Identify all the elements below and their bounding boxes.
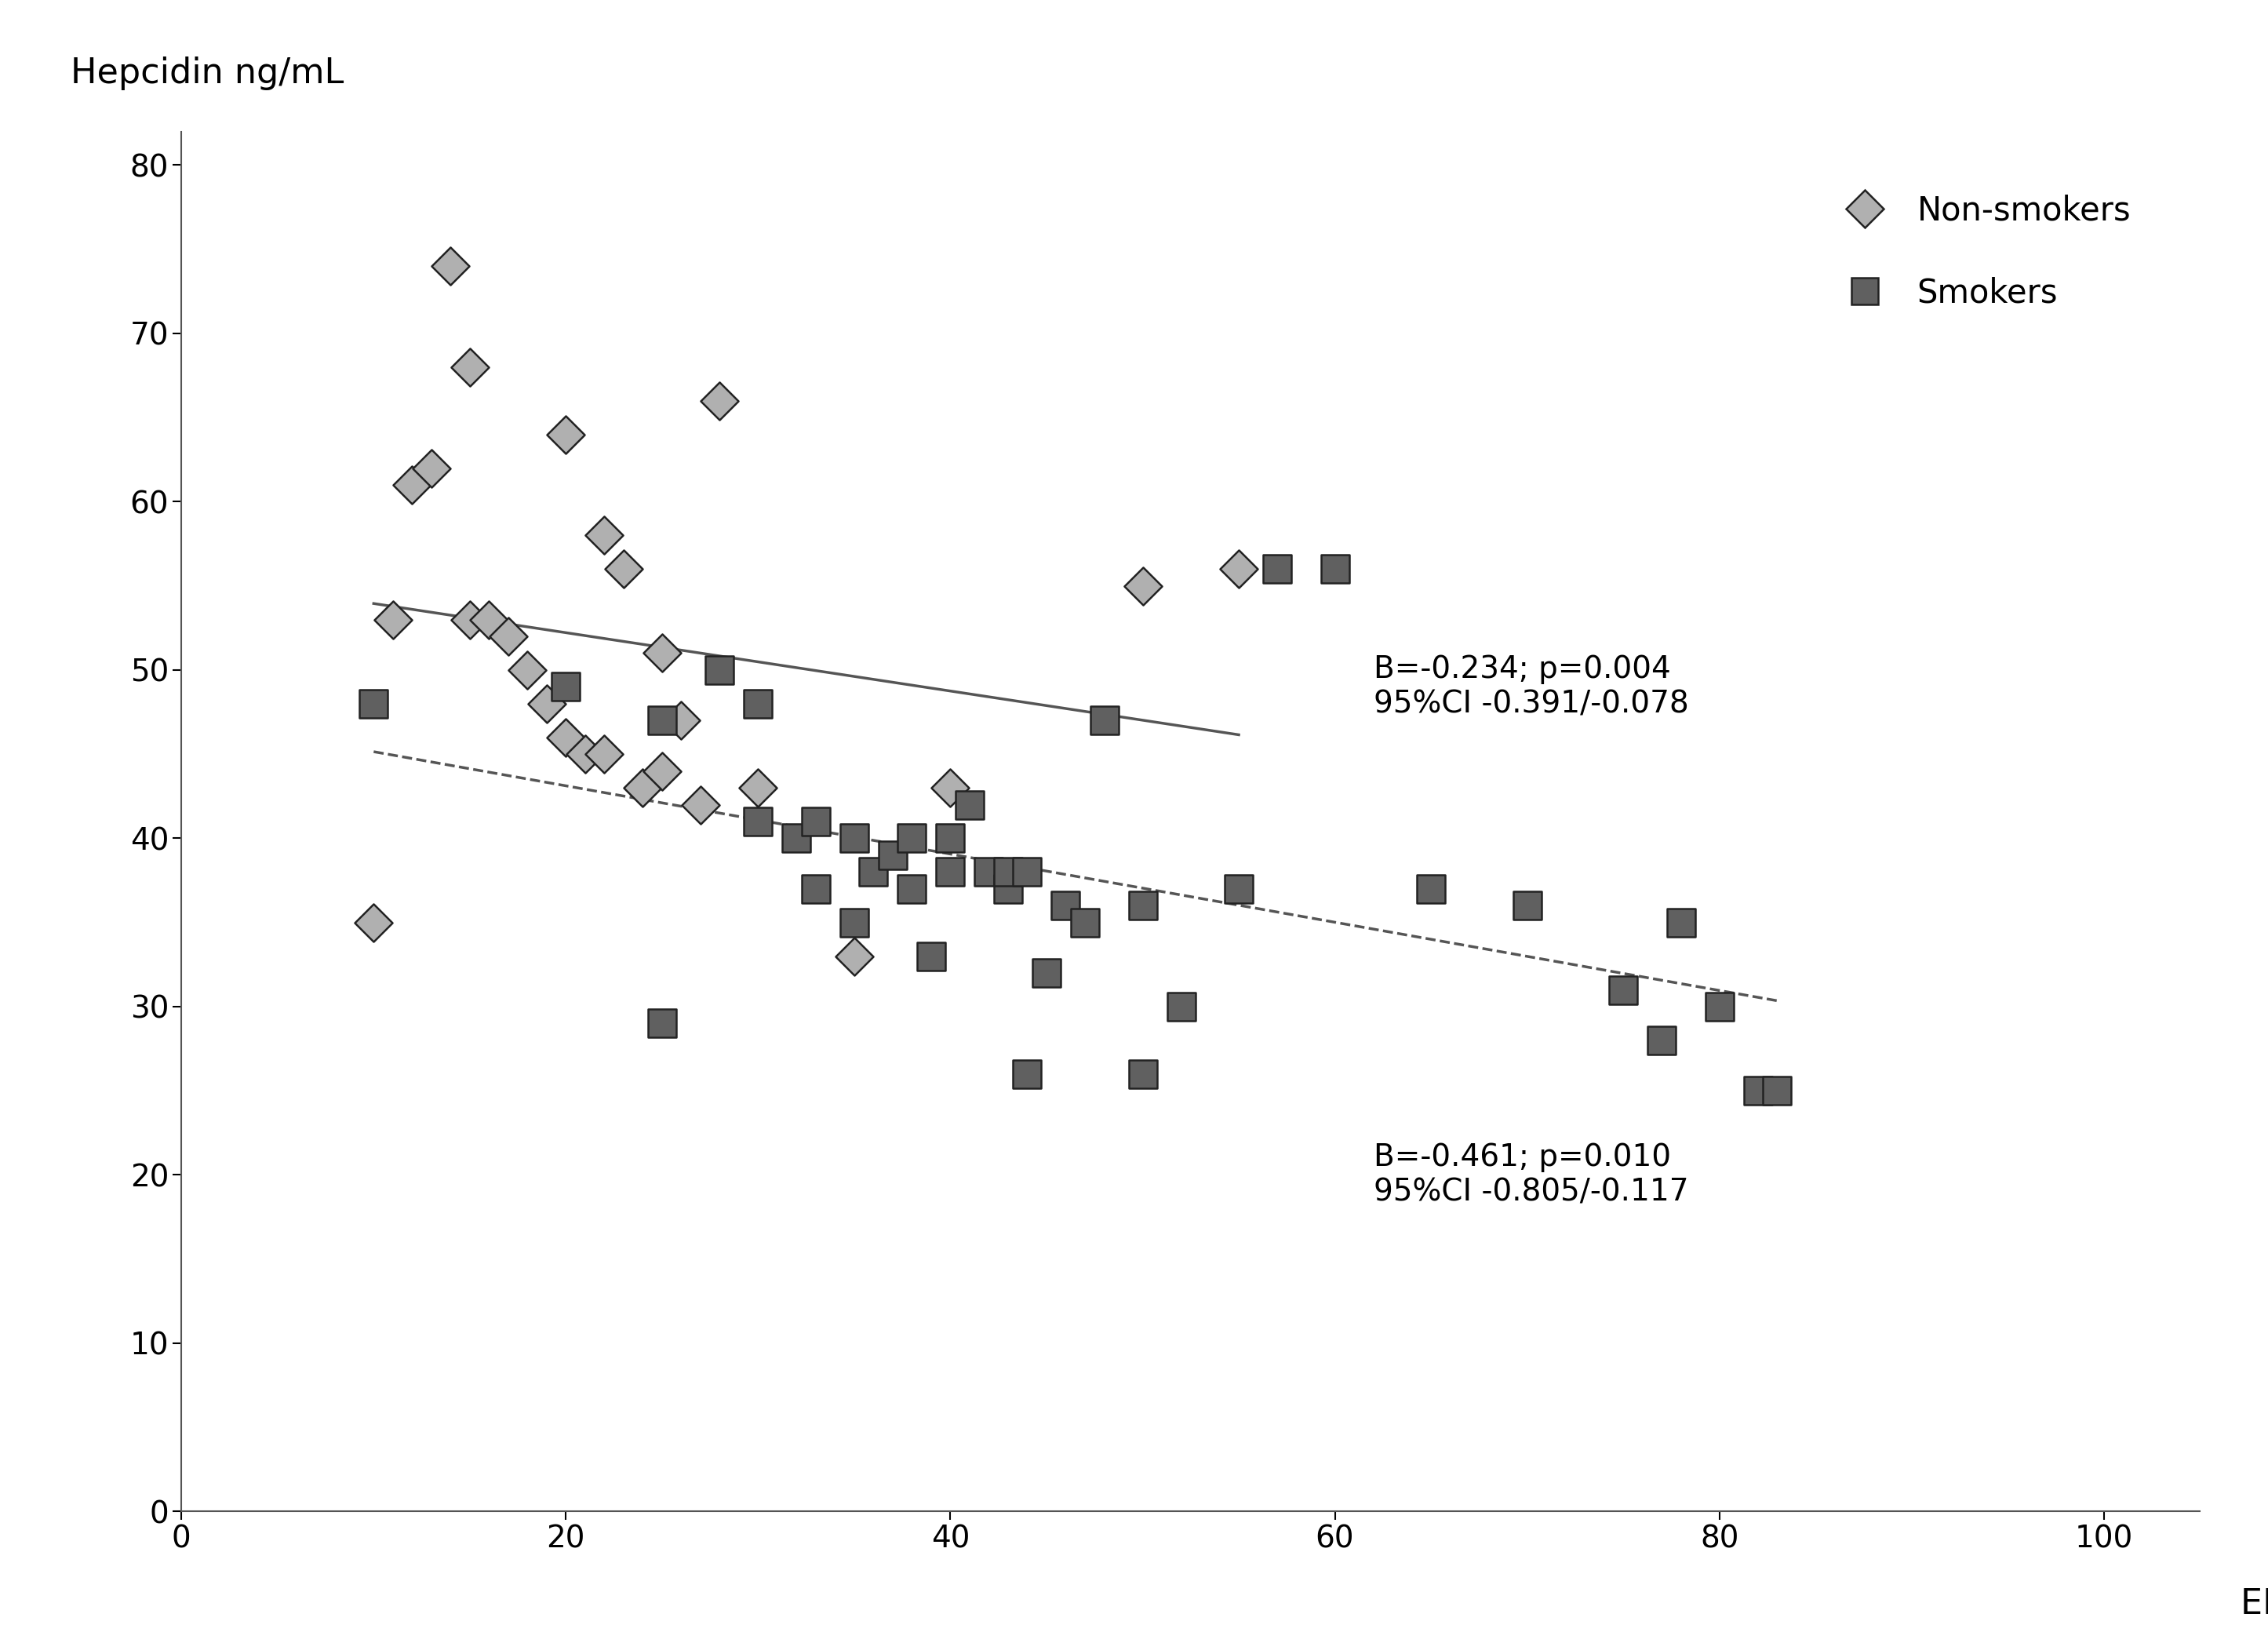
Smokers [644, 1010, 680, 1037]
Non-smokers [356, 909, 392, 935]
Smokers [1508, 892, 1545, 918]
Smokers [549, 674, 585, 700]
Smokers [837, 825, 873, 851]
Non-smokers [585, 522, 621, 549]
Smokers [932, 825, 968, 851]
Smokers [855, 859, 891, 886]
Smokers [1066, 909, 1102, 935]
Smokers [1086, 708, 1123, 734]
Non-smokers [701, 388, 737, 414]
Smokers [644, 708, 680, 734]
Non-smokers [451, 353, 488, 380]
Smokers [1259, 555, 1295, 582]
Non-smokers [1125, 573, 1161, 600]
Non-smokers [837, 943, 873, 969]
Non-smokers [683, 792, 719, 818]
Smokers [914, 943, 950, 969]
Smokers [798, 876, 835, 902]
Smokers [1220, 876, 1256, 902]
Smokers [1644, 1027, 1681, 1053]
Non-smokers [451, 606, 488, 633]
Non-smokers [395, 472, 431, 498]
Smokers [1125, 1061, 1161, 1088]
Smokers [739, 808, 776, 835]
Non-smokers [644, 641, 680, 667]
Smokers [1606, 976, 1642, 1002]
Non-smokers [472, 606, 508, 633]
Non-smokers [510, 657, 547, 683]
Smokers [701, 657, 737, 683]
Smokers [989, 876, 1025, 902]
Smokers [894, 876, 930, 902]
Smokers [837, 909, 873, 935]
Smokers [894, 825, 930, 851]
Non-smokers [1220, 555, 1256, 582]
Smokers [1701, 994, 1737, 1020]
Non-smokers [644, 757, 680, 784]
Non-smokers [549, 725, 585, 751]
Non-smokers [606, 555, 642, 582]
Smokers [989, 859, 1025, 886]
Text: B=-0.234; p=0.004
95%CI -0.391/-0.078: B=-0.234; p=0.004 95%CI -0.391/-0.078 [1374, 654, 1687, 720]
Non-smokers [528, 690, 565, 716]
Smokers [1760, 1078, 1796, 1104]
Smokers [932, 859, 968, 886]
Smokers [1318, 555, 1354, 582]
Smokers [1413, 876, 1449, 902]
Non-smokers [374, 606, 411, 633]
Smokers [1125, 892, 1161, 918]
Non-smokers [585, 741, 621, 767]
Smokers [778, 825, 814, 851]
Non-smokers [549, 421, 585, 447]
Smokers [1048, 892, 1084, 918]
Non-smokers [932, 775, 968, 802]
Legend: Non-smokers, Smokers: Non-smokers, Smokers [1812, 161, 2164, 342]
Y-axis label: Hepcidin ng/mL: Hepcidin ng/mL [70, 56, 345, 90]
Smokers [1740, 1078, 1776, 1104]
Text: B=-0.461; p=0.010
95%CI -0.805/-0.117: B=-0.461; p=0.010 95%CI -0.805/-0.117 [1374, 1144, 1687, 1208]
Non-smokers [624, 775, 660, 802]
Smokers [798, 808, 835, 835]
Smokers [1009, 1061, 1046, 1088]
Smokers [356, 690, 392, 716]
Non-smokers [433, 253, 469, 279]
Non-smokers [567, 741, 603, 767]
Smokers [1027, 960, 1064, 986]
Smokers [1163, 994, 1200, 1020]
X-axis label: EPO IU/L: EPO IU/L [2241, 1587, 2268, 1622]
Smokers [971, 859, 1007, 886]
Smokers [1662, 909, 1699, 935]
Smokers [875, 841, 912, 868]
Smokers [739, 690, 776, 716]
Non-smokers [413, 455, 449, 481]
Non-smokers [662, 708, 699, 734]
Smokers [953, 792, 989, 818]
Smokers [1009, 859, 1046, 886]
Non-smokers [739, 775, 776, 802]
Non-smokers [490, 623, 526, 649]
